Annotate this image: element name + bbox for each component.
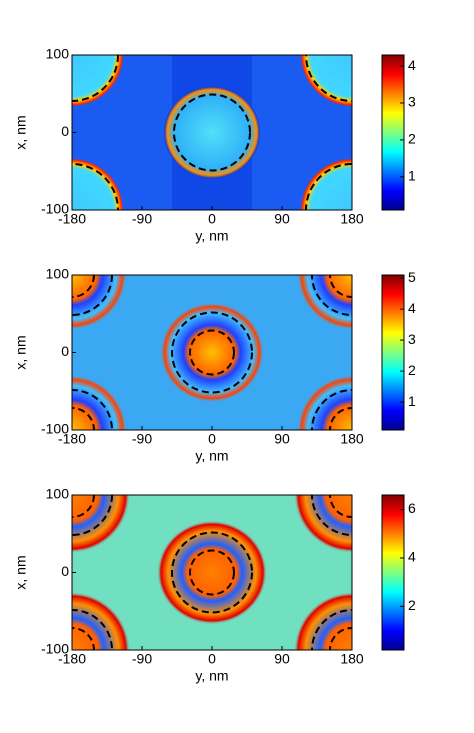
y-axis-label: x, nm [13, 335, 29, 369]
y-axis-label: x, nm [13, 555, 29, 589]
field-shape [72, 495, 130, 553]
x-tick-label: -90 [132, 211, 152, 227]
dashed-boundary [173, 93, 251, 172]
dashed-boundary [189, 549, 235, 596]
field-1 [72, 55, 352, 210]
field-shape [297, 275, 352, 330]
dashed-boundary [171, 311, 253, 394]
colorbar-tick-label: 5 [408, 269, 416, 285]
x-axis-label: y, nm [195, 448, 228, 464]
colorbar-tick-label: 2 [408, 597, 416, 613]
x-tick-label: 0 [208, 211, 216, 227]
x-tick-label: 180 [340, 431, 364, 447]
x-tick-label: 90 [274, 431, 290, 447]
y-tick-label: 100 [46, 486, 70, 502]
x-tick-label: 90 [274, 651, 290, 667]
field-shape [72, 375, 127, 430]
field-shape [300, 158, 352, 210]
x-tick-label: -180 [58, 431, 86, 447]
x-axis-label: y, nm [195, 668, 228, 684]
x-tick-label: 90 [274, 211, 290, 227]
y-axis-label: x, nm [13, 115, 29, 149]
x-tick-label: -90 [132, 651, 152, 667]
x-tick-label: 180 [340, 211, 364, 227]
colorbar-tick-label: 4 [408, 57, 416, 73]
field-shape [72, 275, 127, 330]
y-tick-label: 100 [46, 266, 70, 282]
colorbar-tick-label: 4 [408, 300, 416, 316]
y-tick-label: 0 [61, 123, 69, 139]
colorbar-tick-label: 6 [408, 500, 416, 516]
field-shape [300, 55, 352, 107]
field-2 [72, 275, 352, 430]
x-tick-label: 0 [208, 431, 216, 447]
field-shape [157, 520, 267, 625]
field-shape [164, 86, 260, 179]
field-shape [297, 375, 352, 430]
field-3 [72, 495, 352, 650]
field-shape [160, 302, 264, 403]
y-tick-label: 0 [61, 563, 69, 579]
colorbar-tick-label: 3 [408, 94, 416, 110]
dashed-boundary [189, 329, 235, 376]
colorbar [381, 54, 405, 211]
x-tick-label: 0 [208, 651, 216, 667]
field-shape [72, 592, 130, 650]
x-tick-label: -180 [58, 211, 86, 227]
colorbar [381, 274, 405, 431]
x-tick-label: -90 [132, 431, 152, 447]
colorbar-tick-label: 3 [408, 331, 416, 347]
y-tick-label: -100 [41, 421, 69, 437]
x-tick-label: -180 [58, 651, 86, 667]
y-tick-label: 100 [46, 46, 70, 62]
colorbar [381, 494, 405, 651]
x-tick-label: 180 [340, 651, 364, 667]
field-shape [72, 158, 124, 210]
colorbar-tick-label: 1 [408, 167, 416, 183]
x-axis-label: y, nm [195, 228, 228, 244]
colorbar-tick-label: 2 [408, 131, 416, 147]
y-tick-label: -100 [41, 201, 69, 217]
y-tick-label: -100 [41, 641, 69, 657]
y-tick-label: 0 [61, 343, 69, 359]
dashed-boundary [171, 531, 253, 614]
colorbar-tick-label: 2 [408, 362, 416, 378]
colorbar-tick-label: 1 [408, 393, 416, 409]
colorbar-tick-label: 4 [408, 549, 416, 565]
field-shape [72, 55, 124, 107]
